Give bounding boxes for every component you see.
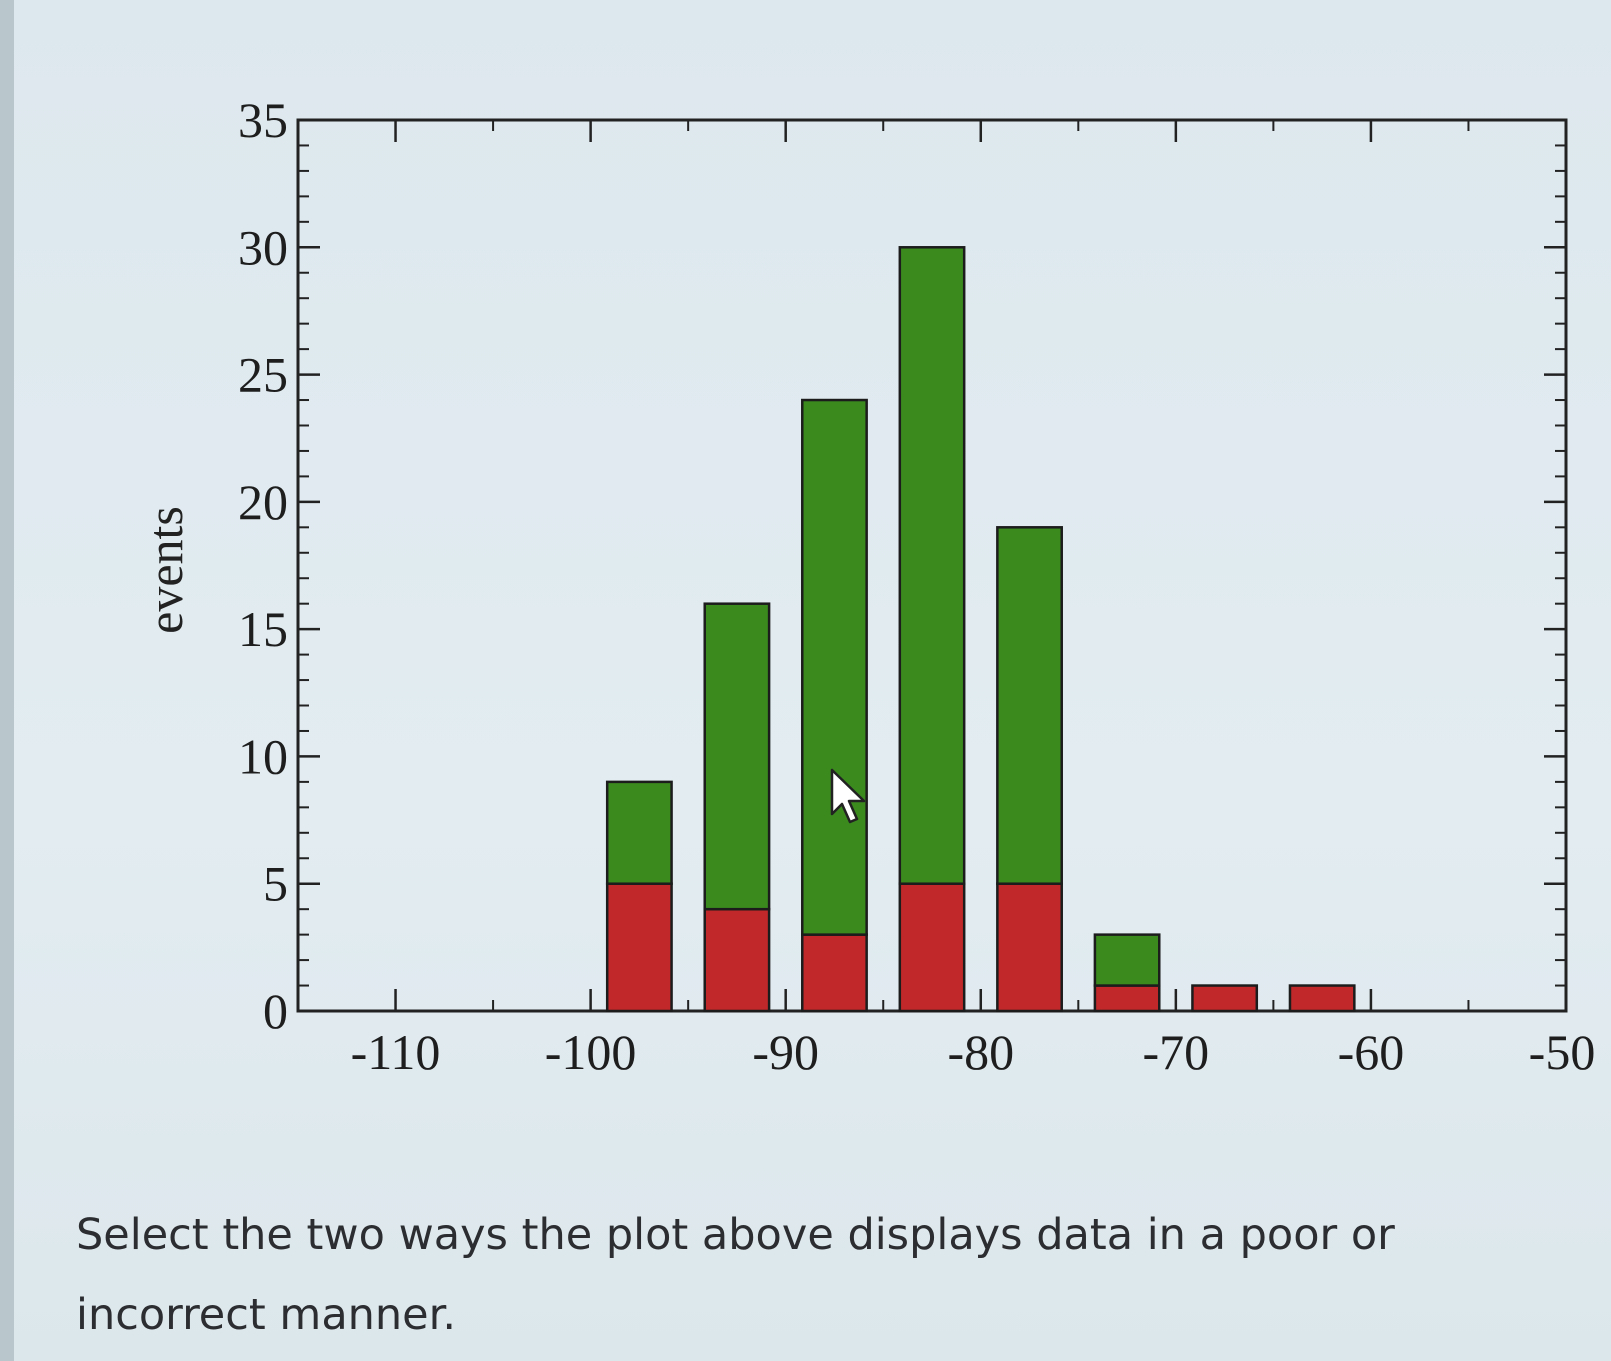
bar-red-5 xyxy=(1093,984,1161,1013)
screen-bezel xyxy=(0,0,14,1361)
x-tick-label-3: -80 xyxy=(947,1024,1014,1080)
bar-red-7 xyxy=(1288,984,1356,1013)
bar-red-4 xyxy=(996,882,1063,1013)
y-tick-label-6: 30 xyxy=(238,219,288,275)
y-tick-label-0: 0 xyxy=(263,983,288,1039)
bar-green-0 xyxy=(605,780,673,885)
bar-red-2 xyxy=(801,933,868,1013)
bar-red-0 xyxy=(605,882,673,1013)
x-tick-label-6: -50 xyxy=(1529,1024,1596,1080)
x-tick-label-5: -60 xyxy=(1338,1024,1405,1080)
bar-green-5 xyxy=(1093,933,1161,987)
x-tick-label-1: -100 xyxy=(545,1024,637,1080)
y-tick-label-5: 25 xyxy=(238,347,288,403)
axis-tick-labels: -110 -100 -90 -80 -70 -60 -50 0 5 10 15 20 25 30 35 xyxy=(238,92,1595,1080)
y-tick-label-2: 10 xyxy=(238,728,288,784)
x-tick-label-2: -90 xyxy=(752,1024,819,1080)
y-tick-label-1: 5 xyxy=(263,856,288,912)
bar-red-3 xyxy=(898,882,966,1013)
y-tick-label-4: 20 xyxy=(238,474,288,530)
bar-red-6 xyxy=(1191,984,1259,1013)
y-axis-label: events xyxy=(137,506,193,634)
bars xyxy=(605,246,1356,1013)
bar-chart: -110 -100 -90 -80 -70 -60 -50 0 5 10 15 20 25 30 35 ev… xyxy=(137,92,1595,1080)
mouse-cursor-icon xyxy=(830,768,866,824)
y-tick-label-3: 15 xyxy=(238,601,288,657)
bar-green-3 xyxy=(898,246,966,885)
x-tick-label-4: -70 xyxy=(1143,1024,1210,1080)
bar-green-1 xyxy=(703,602,771,911)
bar-green-4 xyxy=(996,526,1063,885)
question-prompt: Select the two ways the plot above displ… xyxy=(76,1210,1395,1340)
x-tick-label-0: -110 xyxy=(351,1024,441,1080)
y-tick-label-7: 35 xyxy=(238,92,288,148)
bar-green-2 xyxy=(801,398,868,936)
axis-ticks xyxy=(297,118,1568,1013)
bar-red-1 xyxy=(703,907,771,1013)
